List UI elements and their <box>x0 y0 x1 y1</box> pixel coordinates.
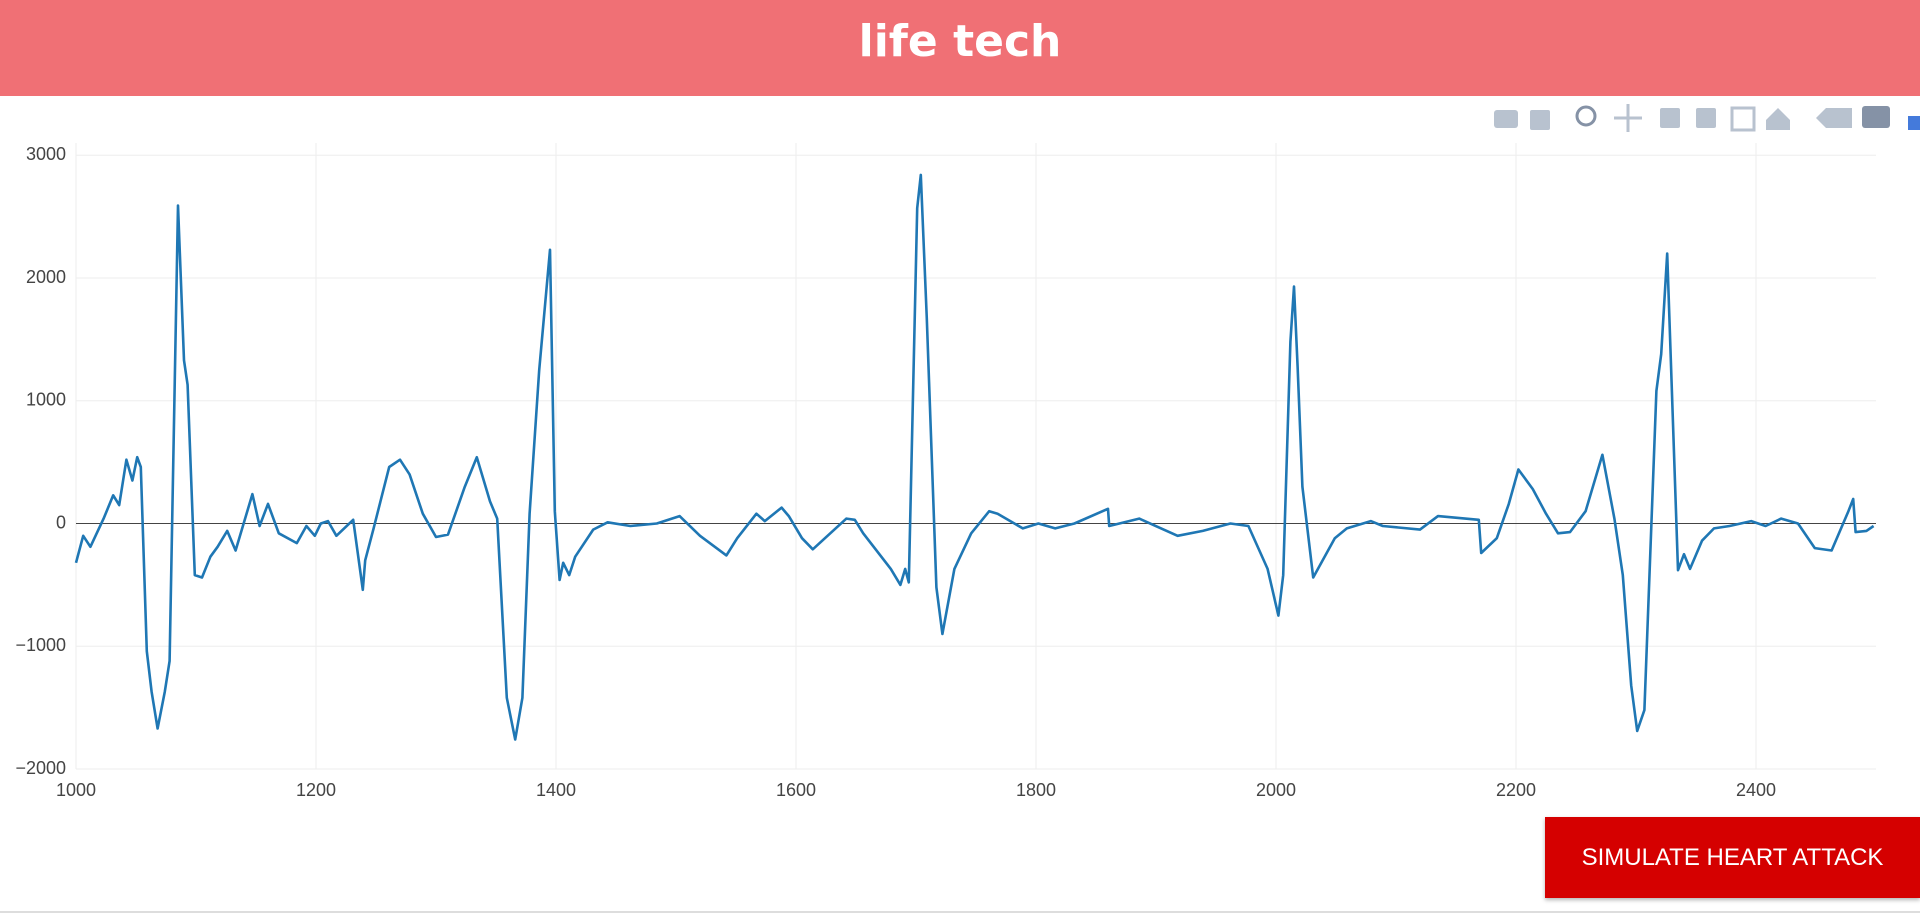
x-tick-label: 1000 <box>56 780 96 800</box>
y-tick-label: −2000 <box>15 758 66 778</box>
y-tick-label: 0 <box>56 512 66 532</box>
x-tick-label: 1600 <box>776 780 816 800</box>
x-tick-label: 2400 <box>1736 780 1776 800</box>
ecg-line <box>74 173 1875 741</box>
x-tick-label: 2200 <box>1496 780 1536 800</box>
simulate-button[interactable]: SIMULATE HEART ATTACK <box>1545 817 1920 898</box>
x-tick-label: 2000 <box>1256 780 1296 800</box>
x-tick-label: 1200 <box>296 780 336 800</box>
y-tick-label: −1000 <box>15 635 66 655</box>
x-tick-label: 1800 <box>1016 780 1056 800</box>
chart: −2000 −1000 0 1000 2000 3000 1000 1200 1400 1600 1… <box>15 104 1920 800</box>
y-tick-label: 1000 <box>26 390 66 410</box>
x-tick-label: 1400 <box>536 780 576 800</box>
modebar[interactable] <box>1494 104 1920 132</box>
y-tick-label: 3000 <box>26 144 66 164</box>
header-title: life tech <box>0 0 1920 96</box>
footer-line <box>0 911 1920 913</box>
y-tick-label: 2000 <box>26 267 66 287</box>
